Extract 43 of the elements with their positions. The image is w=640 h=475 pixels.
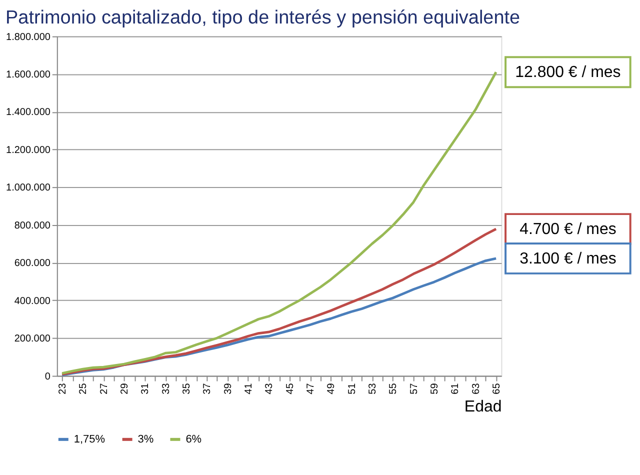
y-tick-label: 1.200.000 [6,144,51,156]
x-tick-label: 37 [202,382,214,394]
y-tick-label: 400.000 [14,296,51,307]
y-tick-label: 800.000 [14,220,51,232]
x-tick-label: 27 [98,382,110,394]
x-tick-label: 63 [470,382,482,394]
x-tick-label: 55 [388,382,400,394]
x-tick-label: 25 [78,382,90,394]
annotation: 3.100 € / mes [520,250,616,268]
annotation: 4.700 € / mes [520,221,616,238]
y-tick-label: 0 [44,371,51,382]
legend-label: 6% [186,433,202,446]
legend-label: 3% [138,433,154,446]
x-tick-label: 35 [182,382,193,394]
line-series [60,257,498,376]
x-axis-title: Edad [464,398,502,416]
annotation: 12.800 € / mes [515,64,621,82]
chart-title: Patrimonio capitalizado, tipo de interés y pensión equivalente [6,7,520,28]
x-tick-label: 41 [244,382,255,394]
x-tick-label: 45 [284,382,296,394]
x-tick-label: 61 [450,382,462,394]
y-tick-label: 1.400.000 [6,107,51,118]
x-tick-label: 65 [492,382,503,394]
x-tick-label: 57 [408,382,420,394]
legend-label: 1,75% [74,433,106,446]
y-tick-label: 1.800.000 [6,32,51,43]
y-tick-label: 600.000 [14,258,51,270]
x-tick-label: 59 [430,382,441,394]
x-tick-label: 51 [346,382,358,394]
x-tick-label: 47 [306,382,317,394]
y-tick-label: 1.000.000 [6,182,51,194]
x-tick-label: 49 [326,382,338,394]
x-tick-label: 53 [368,382,379,394]
x-tick-label: 23 [58,382,69,394]
line-series [60,228,498,376]
x-tick-label: 29 [120,382,131,394]
y-tick-label: 1.600.000 [6,70,51,81]
x-tick-label: 39 [222,382,234,394]
y-tick-label: 200.000 [14,334,51,345]
x-tick-label: 43 [264,382,276,394]
line-series [60,70,498,375]
x-tick-label: 31 [140,382,152,394]
x-tick-label: 33 [160,382,172,394]
